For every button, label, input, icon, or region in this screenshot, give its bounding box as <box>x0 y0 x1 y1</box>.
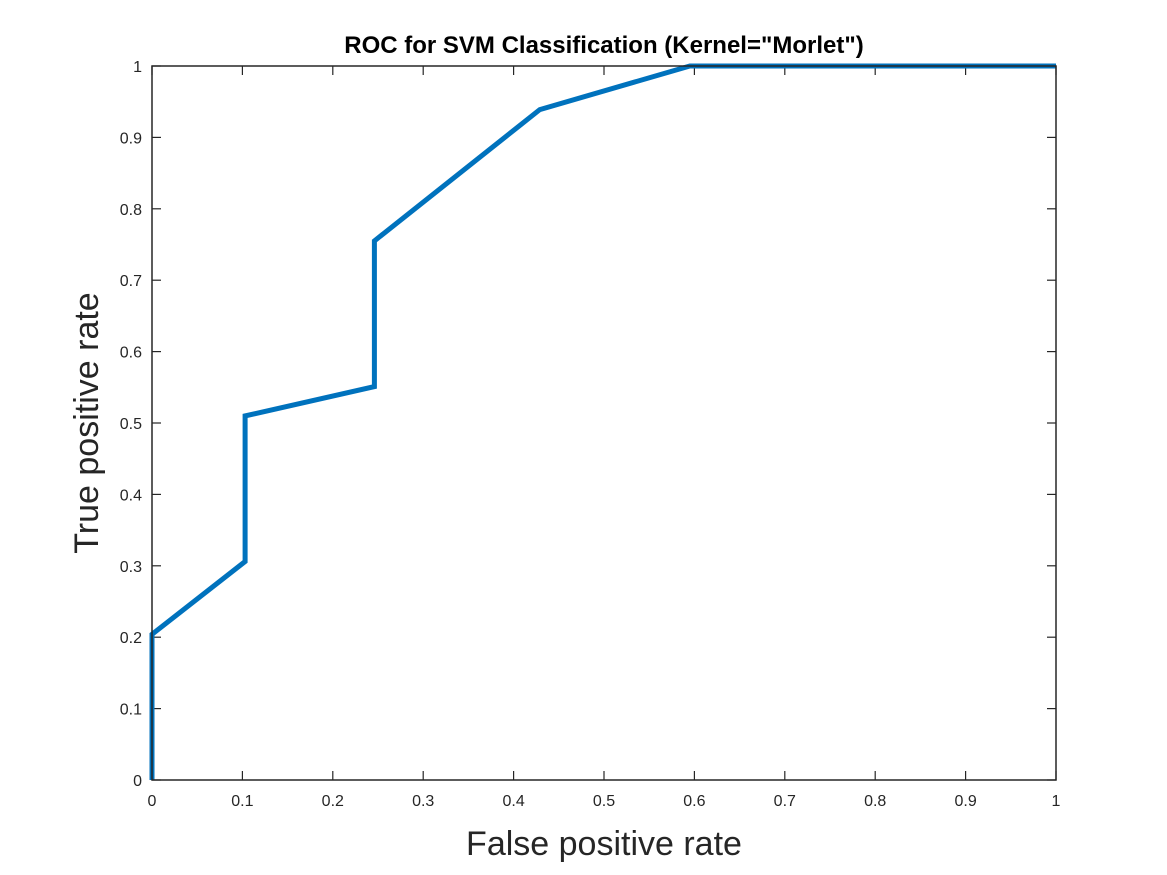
x-tick-label: 0 <box>148 793 157 810</box>
y-axis-label: True positive rate <box>68 292 106 553</box>
x-tick-label: 0.6 <box>683 793 705 810</box>
x-tick-label: 0.9 <box>954 793 976 810</box>
x-tick-label: 0.3 <box>412 793 434 810</box>
y-tick-label: 0.4 <box>120 487 142 504</box>
plot-area <box>152 66 1056 780</box>
roc-curve <box>149 63 1056 780</box>
y-tick-label: 0 <box>133 773 142 790</box>
y-tick-label: 0.9 <box>120 130 142 147</box>
x-tick-label: 0.7 <box>774 793 796 810</box>
y-tick-label: 0.5 <box>120 416 142 433</box>
y-tick-label: 0.3 <box>120 559 142 576</box>
y-tick-label: 0.2 <box>120 630 142 647</box>
y-tick-label: 0.6 <box>120 345 142 362</box>
x-tick-label: 0.2 <box>322 793 344 810</box>
y-tick-label: 1 <box>133 59 142 76</box>
x-tick-label: 0.8 <box>864 793 886 810</box>
chart-title: ROC for SVM Classification (Kernel="Morl… <box>344 32 864 59</box>
x-tick-label: 1 <box>1052 793 1061 810</box>
plot-frame <box>151 65 1057 781</box>
x-tick-label: 0.4 <box>502 793 524 810</box>
x-tick-label: 0.5 <box>593 793 615 810</box>
x-axis-label: False positive rate <box>466 825 742 863</box>
tick-labels: 0 0.1 0.2 0.3 0.4 0.5 0.6 0.7 0.8 0.9 1 0 0.1 0.2 0.3 0… <box>120 59 1061 810</box>
y-tick-label: 0.8 <box>120 202 142 219</box>
y-tick-label: 0.7 <box>120 273 142 290</box>
x-tick-label: 0.1 <box>231 793 253 810</box>
y-tick-label: 0.1 <box>120 702 142 719</box>
